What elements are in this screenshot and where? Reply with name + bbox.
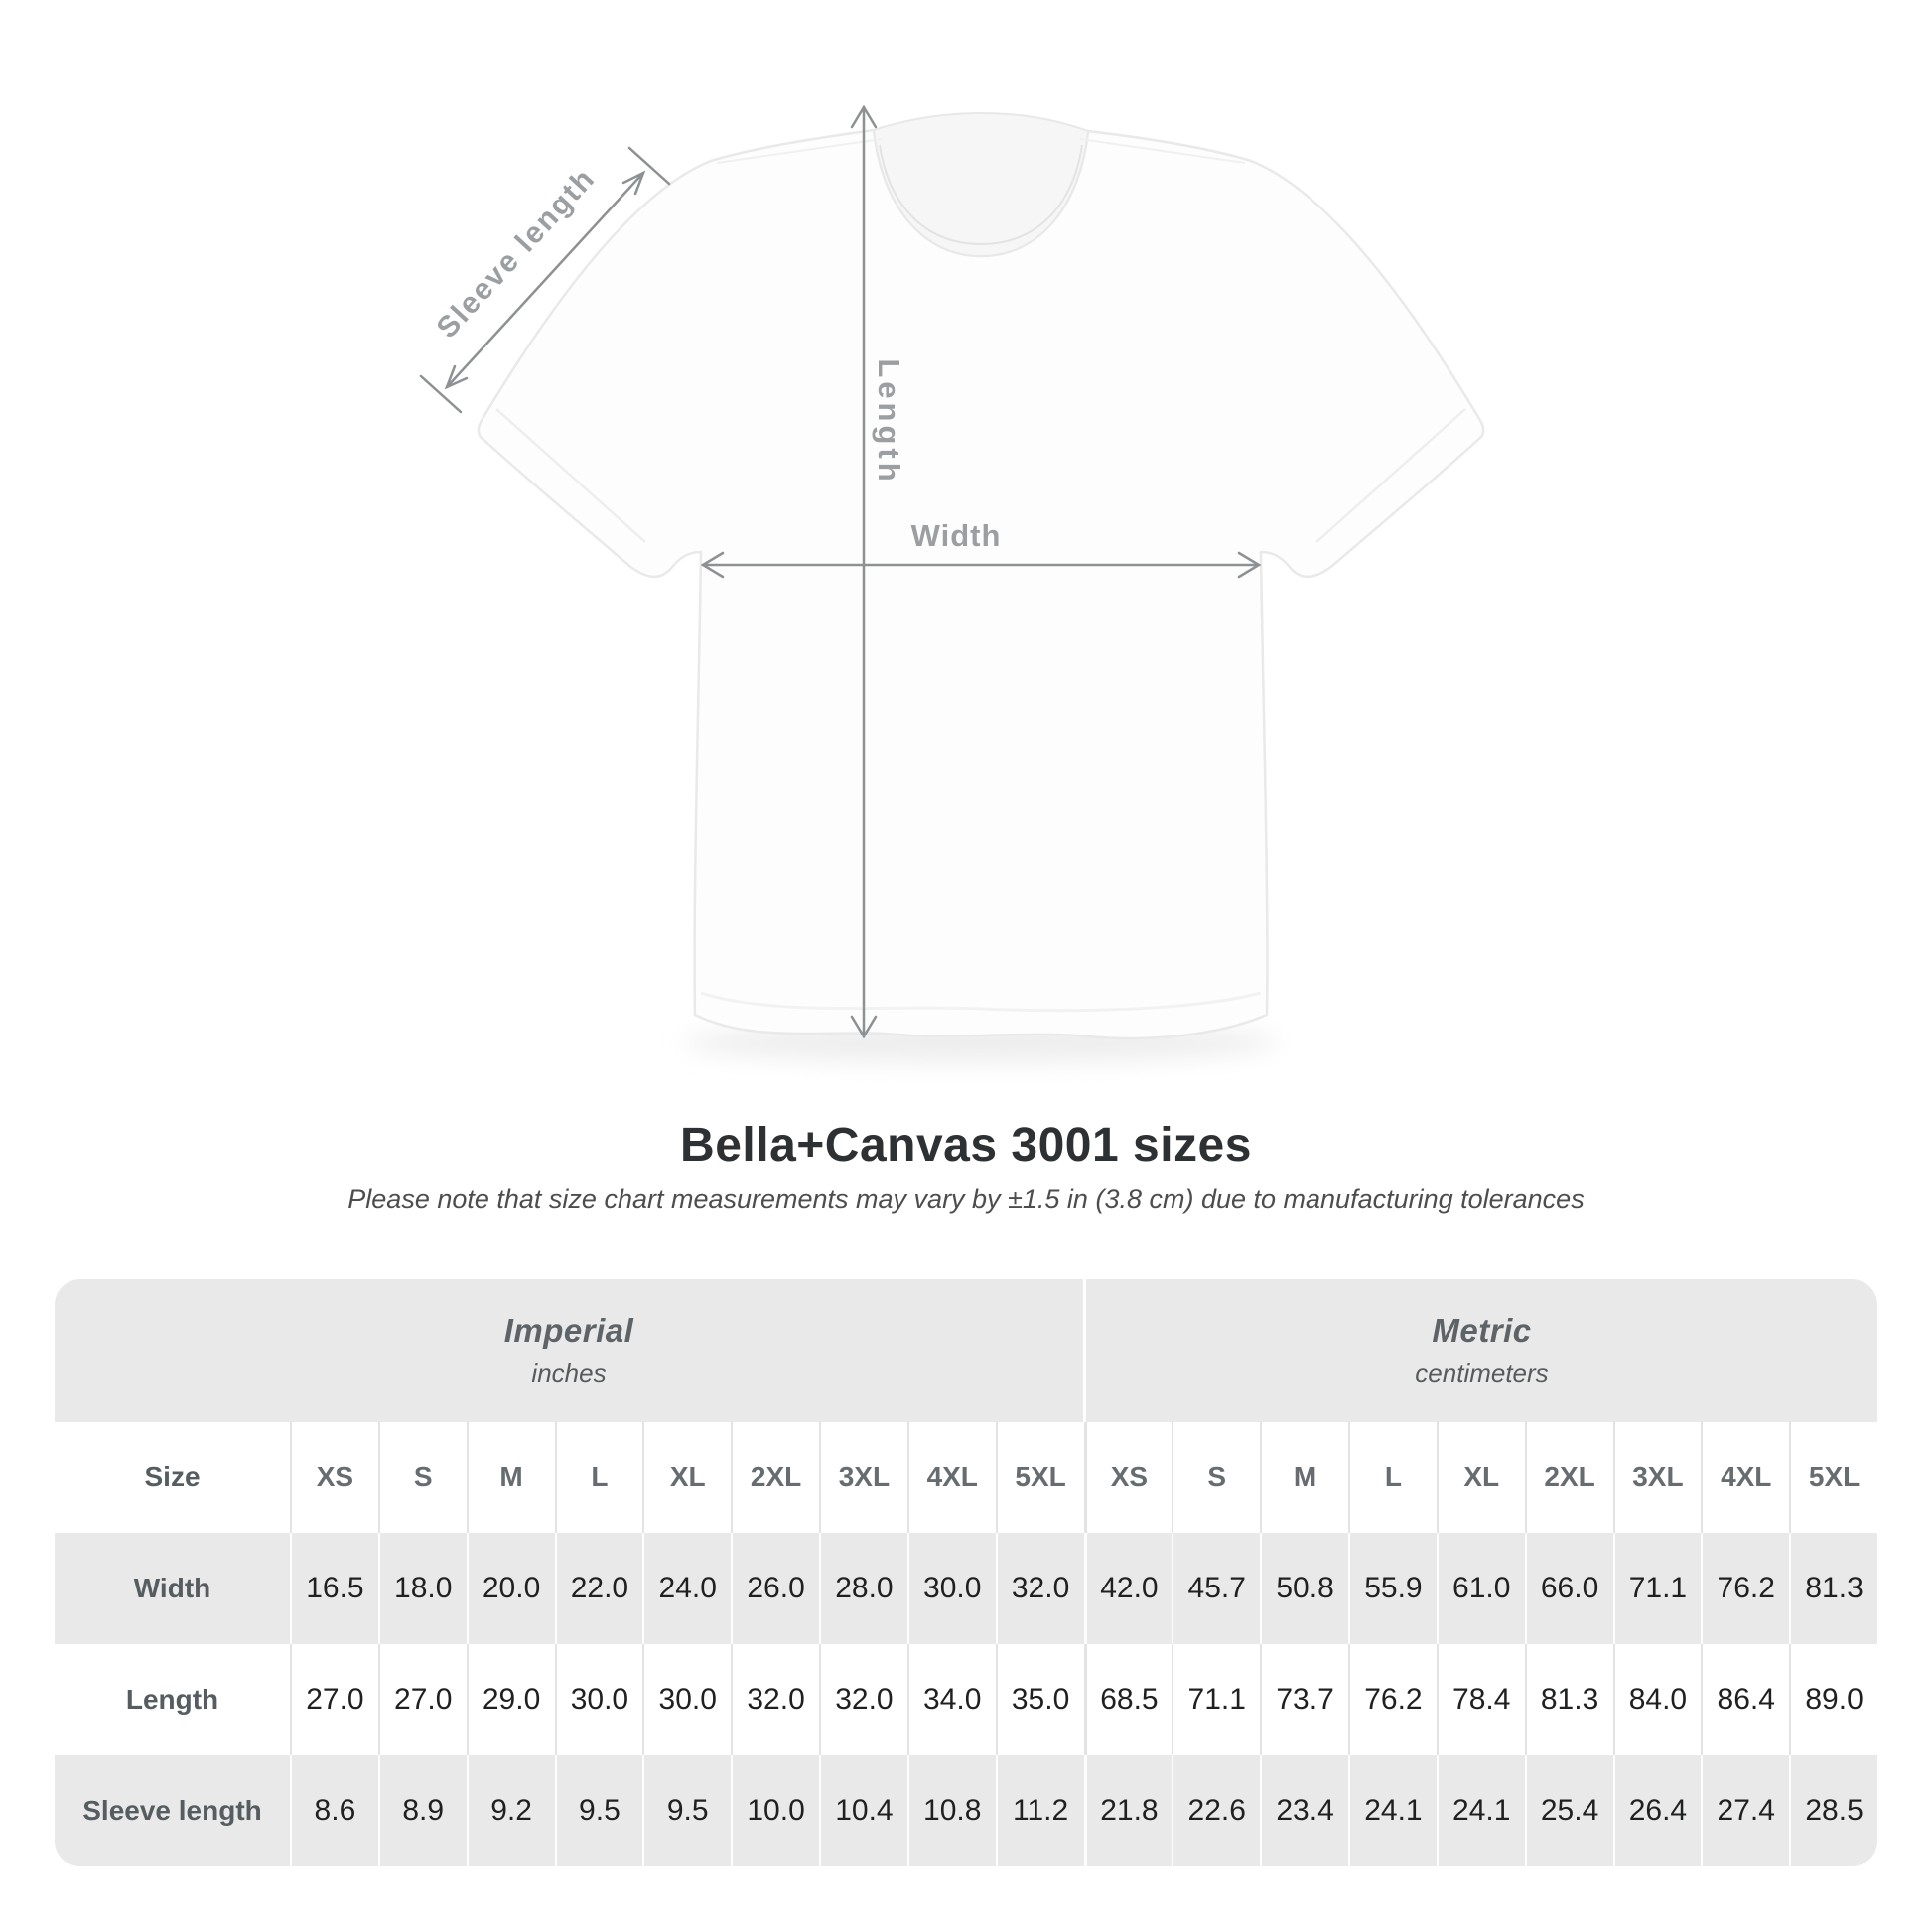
size-value-cell: 22.6 (1172, 1755, 1260, 1866)
size-value-cell: 50.8 (1260, 1533, 1348, 1644)
size-col-header: S (1172, 1422, 1260, 1533)
row-label: Width (133, 1573, 211, 1603)
size-col-header: 3XL (1612, 1422, 1702, 1533)
size-col-header: 5XL (1789, 1422, 1877, 1533)
size-col-header: XL (1436, 1422, 1525, 1533)
size-col-header: 4XL (906, 1422, 996, 1533)
heading-block: Bella+Canvas 3001 sizes Please note that… (0, 1118, 1932, 1215)
length-arrow (850, 104, 878, 1039)
size-value-cell: 27.4 (1701, 1755, 1789, 1866)
size-value-cell: 8.9 (377, 1755, 467, 1866)
size-value-cell: 78.4 (1436, 1644, 1525, 1755)
size-value-cell: 45.7 (1172, 1533, 1260, 1644)
size-col-header: XL (642, 1422, 731, 1533)
size-col-header: L (554, 1422, 643, 1533)
size-value-cell: 32.0 (995, 1533, 1084, 1644)
size-value-cell: 30.0 (906, 1533, 996, 1644)
width-label: Width (911, 518, 1002, 553)
size-value-cell: 9.5 (554, 1755, 643, 1866)
size-value-cell: 30.0 (554, 1644, 643, 1755)
size-table: Imperial inches Metric centimeters Size X… (55, 1279, 1877, 1866)
size-value-cell: 71.1 (1172, 1644, 1260, 1755)
width-arrow (700, 551, 1262, 579)
size-col-header: 3XL (819, 1422, 907, 1533)
page-title: Bella+Canvas 3001 sizes (680, 1119, 1252, 1172)
metric-unit: centimeters (1415, 1357, 1549, 1388)
size-value-cell: 8.6 (290, 1755, 378, 1866)
metric-title: Metric (1432, 1311, 1532, 1349)
size-value-cell: 42.0 (1083, 1533, 1173, 1644)
size-value-cell: 81.3 (1524, 1644, 1613, 1755)
size-value-cell: 9.5 (642, 1755, 731, 1866)
size-value-cell: 22.0 (554, 1533, 643, 1644)
size-value-cell: 89.0 (1789, 1644, 1877, 1755)
size-value-cell: 73.7 (1260, 1644, 1348, 1755)
size-col-header: 5XL (995, 1422, 1084, 1533)
size-col-header: XS (1083, 1422, 1173, 1533)
size-col-header: L (1348, 1422, 1437, 1533)
size-value-cell: 86.4 (1701, 1644, 1789, 1755)
tolerance-note: Please note that size chart measurements… (347, 1184, 1585, 1214)
size-value-cell: 26.0 (731, 1533, 819, 1644)
size-value-cell: 61.0 (1436, 1533, 1525, 1644)
size-value-cell: 18.0 (377, 1533, 467, 1644)
size-value-cell: 9.2 (466, 1755, 555, 1866)
unit-header-band: Imperial inches Metric centimeters (55, 1279, 1877, 1422)
sleeve-length-arrow (419, 146, 671, 414)
size-value-cell: 71.1 (1612, 1533, 1702, 1644)
row-label: Sleeve length (82, 1795, 262, 1826)
imperial-header: Imperial inches (55, 1279, 1083, 1422)
tshirt-diagram: Sleeve length Length Width (419, 104, 1485, 1062)
size-value-cell: 32.0 (819, 1644, 907, 1755)
size-value-cell: 10.0 (731, 1755, 819, 1866)
size-value-cell: 81.3 (1789, 1533, 1877, 1644)
tshirt-image (477, 111, 1485, 1040)
size-value-cell: 24.0 (642, 1533, 731, 1644)
size-grid: Size XS S M L XL 2XL 3XL 4XL 5XL XS S M L XL 2XL 3XL 4XL 5… (55, 1422, 1877, 1866)
size-value-cell: 23.4 (1260, 1755, 1348, 1866)
size-value-cell: 27.0 (290, 1644, 378, 1755)
table-row: Width 16.5 18.0 20.0 22.0 24.0 26.0 28.0 30.0 32.… (55, 1533, 1877, 1644)
metric-header: Metric centimeters (1083, 1279, 1877, 1422)
size-col-header: 2XL (731, 1422, 819, 1533)
size-value-cell: 35.0 (995, 1644, 1084, 1755)
size-value-cell: 28.5 (1789, 1755, 1877, 1866)
size-value-cell: 29.0 (466, 1644, 555, 1755)
size-value-cell: 66.0 (1524, 1533, 1613, 1644)
size-col-header: XS (290, 1422, 378, 1533)
imperial-title: Imperial (503, 1311, 634, 1349)
size-value-cell: 34.0 (906, 1644, 996, 1755)
size-corner-label: Size (144, 1461, 201, 1492)
table-row: Length 27.0 27.0 29.0 30.0 30.0 32.0 32.0 34.0 35… (55, 1644, 1877, 1755)
table-row: Size XS S M L XL 2XL 3XL 4XL 5XL XS S M L XL 2XL 3XL 4XL 5… (55, 1422, 1877, 1533)
size-value-cell: 24.1 (1348, 1755, 1437, 1866)
size-value-cell: 20.0 (466, 1533, 555, 1644)
length-label: Length (872, 358, 906, 484)
size-value-cell: 76.2 (1348, 1644, 1437, 1755)
size-value-cell: 84.0 (1612, 1644, 1702, 1755)
size-value-cell: 25.4 (1524, 1755, 1613, 1866)
size-value-cell: 68.5 (1083, 1644, 1173, 1755)
size-value-cell: 24.1 (1436, 1755, 1525, 1866)
size-value-cell: 28.0 (819, 1533, 907, 1644)
size-value-cell: 26.4 (1612, 1755, 1702, 1866)
size-col-header: 4XL (1701, 1422, 1789, 1533)
size-value-cell: 27.0 (377, 1644, 467, 1755)
size-value-cell: 16.5 (290, 1533, 378, 1644)
size-value-cell: 11.2 (995, 1755, 1084, 1866)
size-col-header: S (377, 1422, 467, 1533)
size-value-cell: 76.2 (1701, 1533, 1789, 1644)
size-value-cell: 55.9 (1348, 1533, 1437, 1644)
size-col-header: M (1260, 1422, 1348, 1533)
size-value-cell: 21.8 (1083, 1755, 1173, 1866)
row-label: Length (125, 1684, 219, 1715)
size-value-cell: 32.0 (731, 1644, 819, 1755)
size-value-cell: 10.4 (819, 1755, 907, 1866)
size-value-cell: 10.8 (906, 1755, 996, 1866)
imperial-unit: inches (531, 1357, 607, 1388)
size-col-header: M (466, 1422, 555, 1533)
size-col-header: 2XL (1524, 1422, 1613, 1533)
size-value-cell: 30.0 (642, 1644, 731, 1755)
table-row: Sleeve length 8.6 8.9 9.2 9.5 9.5 10.0 10.4 10.8… (55, 1755, 1877, 1866)
